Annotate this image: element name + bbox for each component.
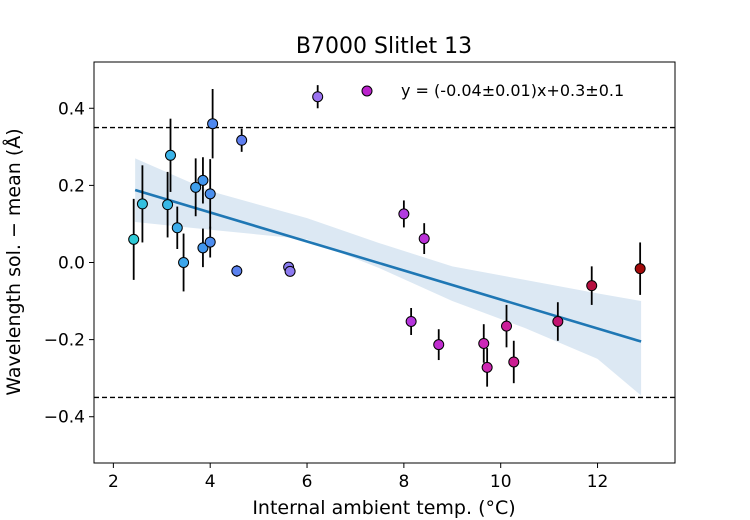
data-point (207, 118, 219, 130)
x-axis: 2 4 6 8 10 12 (108, 463, 608, 492)
y-tick-label: 0.4 (58, 99, 85, 119)
data-point (178, 257, 190, 268)
plot-area (94, 85, 675, 399)
data-point (433, 339, 445, 351)
data-point (204, 188, 216, 200)
x-tick-label: 6 (302, 472, 313, 492)
data-point (634, 263, 646, 275)
data-point (136, 198, 148, 210)
data-point (162, 199, 174, 211)
data-point (552, 315, 564, 327)
x-axis-label: Internal ambient temp. (°C) (252, 497, 515, 519)
x-tick-label: 8 (398, 472, 409, 492)
data-point (128, 233, 140, 245)
y-tick-label: 0.2 (58, 176, 85, 196)
data-point (508, 356, 520, 368)
data-point (405, 315, 417, 327)
y-tick-label: −0.4 (44, 408, 85, 428)
y-axis: −0.4 −0.2 0.0 0.2 0.4 (44, 99, 94, 428)
data-point (171, 222, 183, 234)
data-point (481, 361, 493, 373)
legend-label: y = (-0.04±0.01)x+0.3±0.1 (401, 81, 624, 100)
chart-title: B7000 Slitlet 13 (296, 34, 472, 59)
data-point (236, 134, 248, 146)
y-tick-label: −0.2 (44, 331, 85, 351)
data-point (284, 265, 296, 277)
x-tick-label: 2 (108, 472, 119, 492)
fit-confidence-band (135, 158, 642, 396)
legend-marker (361, 85, 373, 97)
data-point (586, 280, 598, 292)
data-point (231, 265, 243, 277)
data-point (190, 181, 202, 193)
x-tick-label: 4 (205, 472, 216, 492)
data-point (398, 208, 410, 220)
y-tick-label: 0.0 (58, 254, 85, 274)
x-tick-label: 12 (587, 472, 609, 492)
legend: y = (-0.04±0.01)x+0.3±0.1 (361, 81, 624, 100)
data-point (204, 236, 216, 248)
data-point (312, 91, 324, 103)
data-point (197, 174, 209, 186)
data-point (418, 233, 430, 245)
data-point (164, 149, 176, 161)
data-point (197, 242, 209, 254)
y-axis-label: Wavelength sol. − mean (Å) (2, 128, 25, 395)
data-point (478, 337, 490, 349)
x-tick-label: 10 (490, 472, 512, 492)
data-point (501, 320, 513, 332)
